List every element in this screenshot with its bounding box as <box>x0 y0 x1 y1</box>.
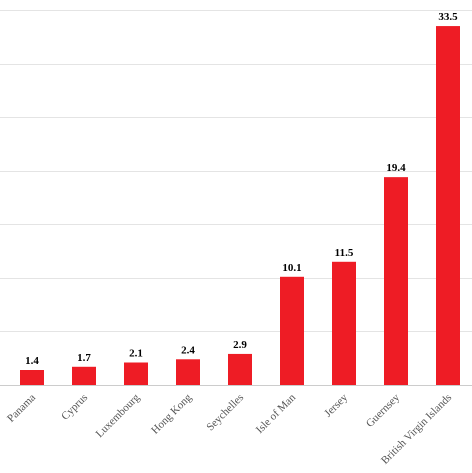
bar <box>332 261 356 385</box>
x-tick-label: Cyprus <box>59 392 90 423</box>
x-tick-label: Isle of Man <box>254 391 299 436</box>
bar <box>72 366 96 385</box>
bar <box>124 362 148 385</box>
bar <box>280 276 304 385</box>
x-tick-label: Jersey <box>322 391 350 419</box>
bar <box>384 177 408 385</box>
data-label: 10.1 <box>282 262 301 274</box>
data-label: 2.9 <box>233 339 247 351</box>
bar-layer <box>20 26 460 385</box>
bar <box>436 26 460 385</box>
data-label: 1.7 <box>77 352 91 364</box>
bar <box>228 353 252 385</box>
data-label: 11.5 <box>335 247 354 259</box>
data-label: 19.4 <box>386 162 406 174</box>
data-label: 33.5 <box>438 11 458 23</box>
x-tick-layer: Panama Cyprus Luxembourg Hong Kong Seychelle… <box>5 391 454 467</box>
x-tick-label: Panama <box>5 392 38 425</box>
grid-layer <box>0 10 472 386</box>
bar <box>20 370 44 385</box>
x-tick-label: Seychelles <box>204 392 246 434</box>
x-tick-label: Guernsey <box>364 391 403 430</box>
x-tick-label: Luxembourg <box>94 391 143 440</box>
data-label-layer: 1.4 1.7 2.1 2.4 2.9 10.1 11.5 19.4 33.5 <box>25 11 458 367</box>
data-label: 2.4 <box>181 344 195 356</box>
x-tick-label: Hong Kong <box>149 391 194 436</box>
data-label: 1.4 <box>25 355 39 367</box>
data-label: 2.1 <box>129 348 143 360</box>
bar <box>176 359 200 385</box>
